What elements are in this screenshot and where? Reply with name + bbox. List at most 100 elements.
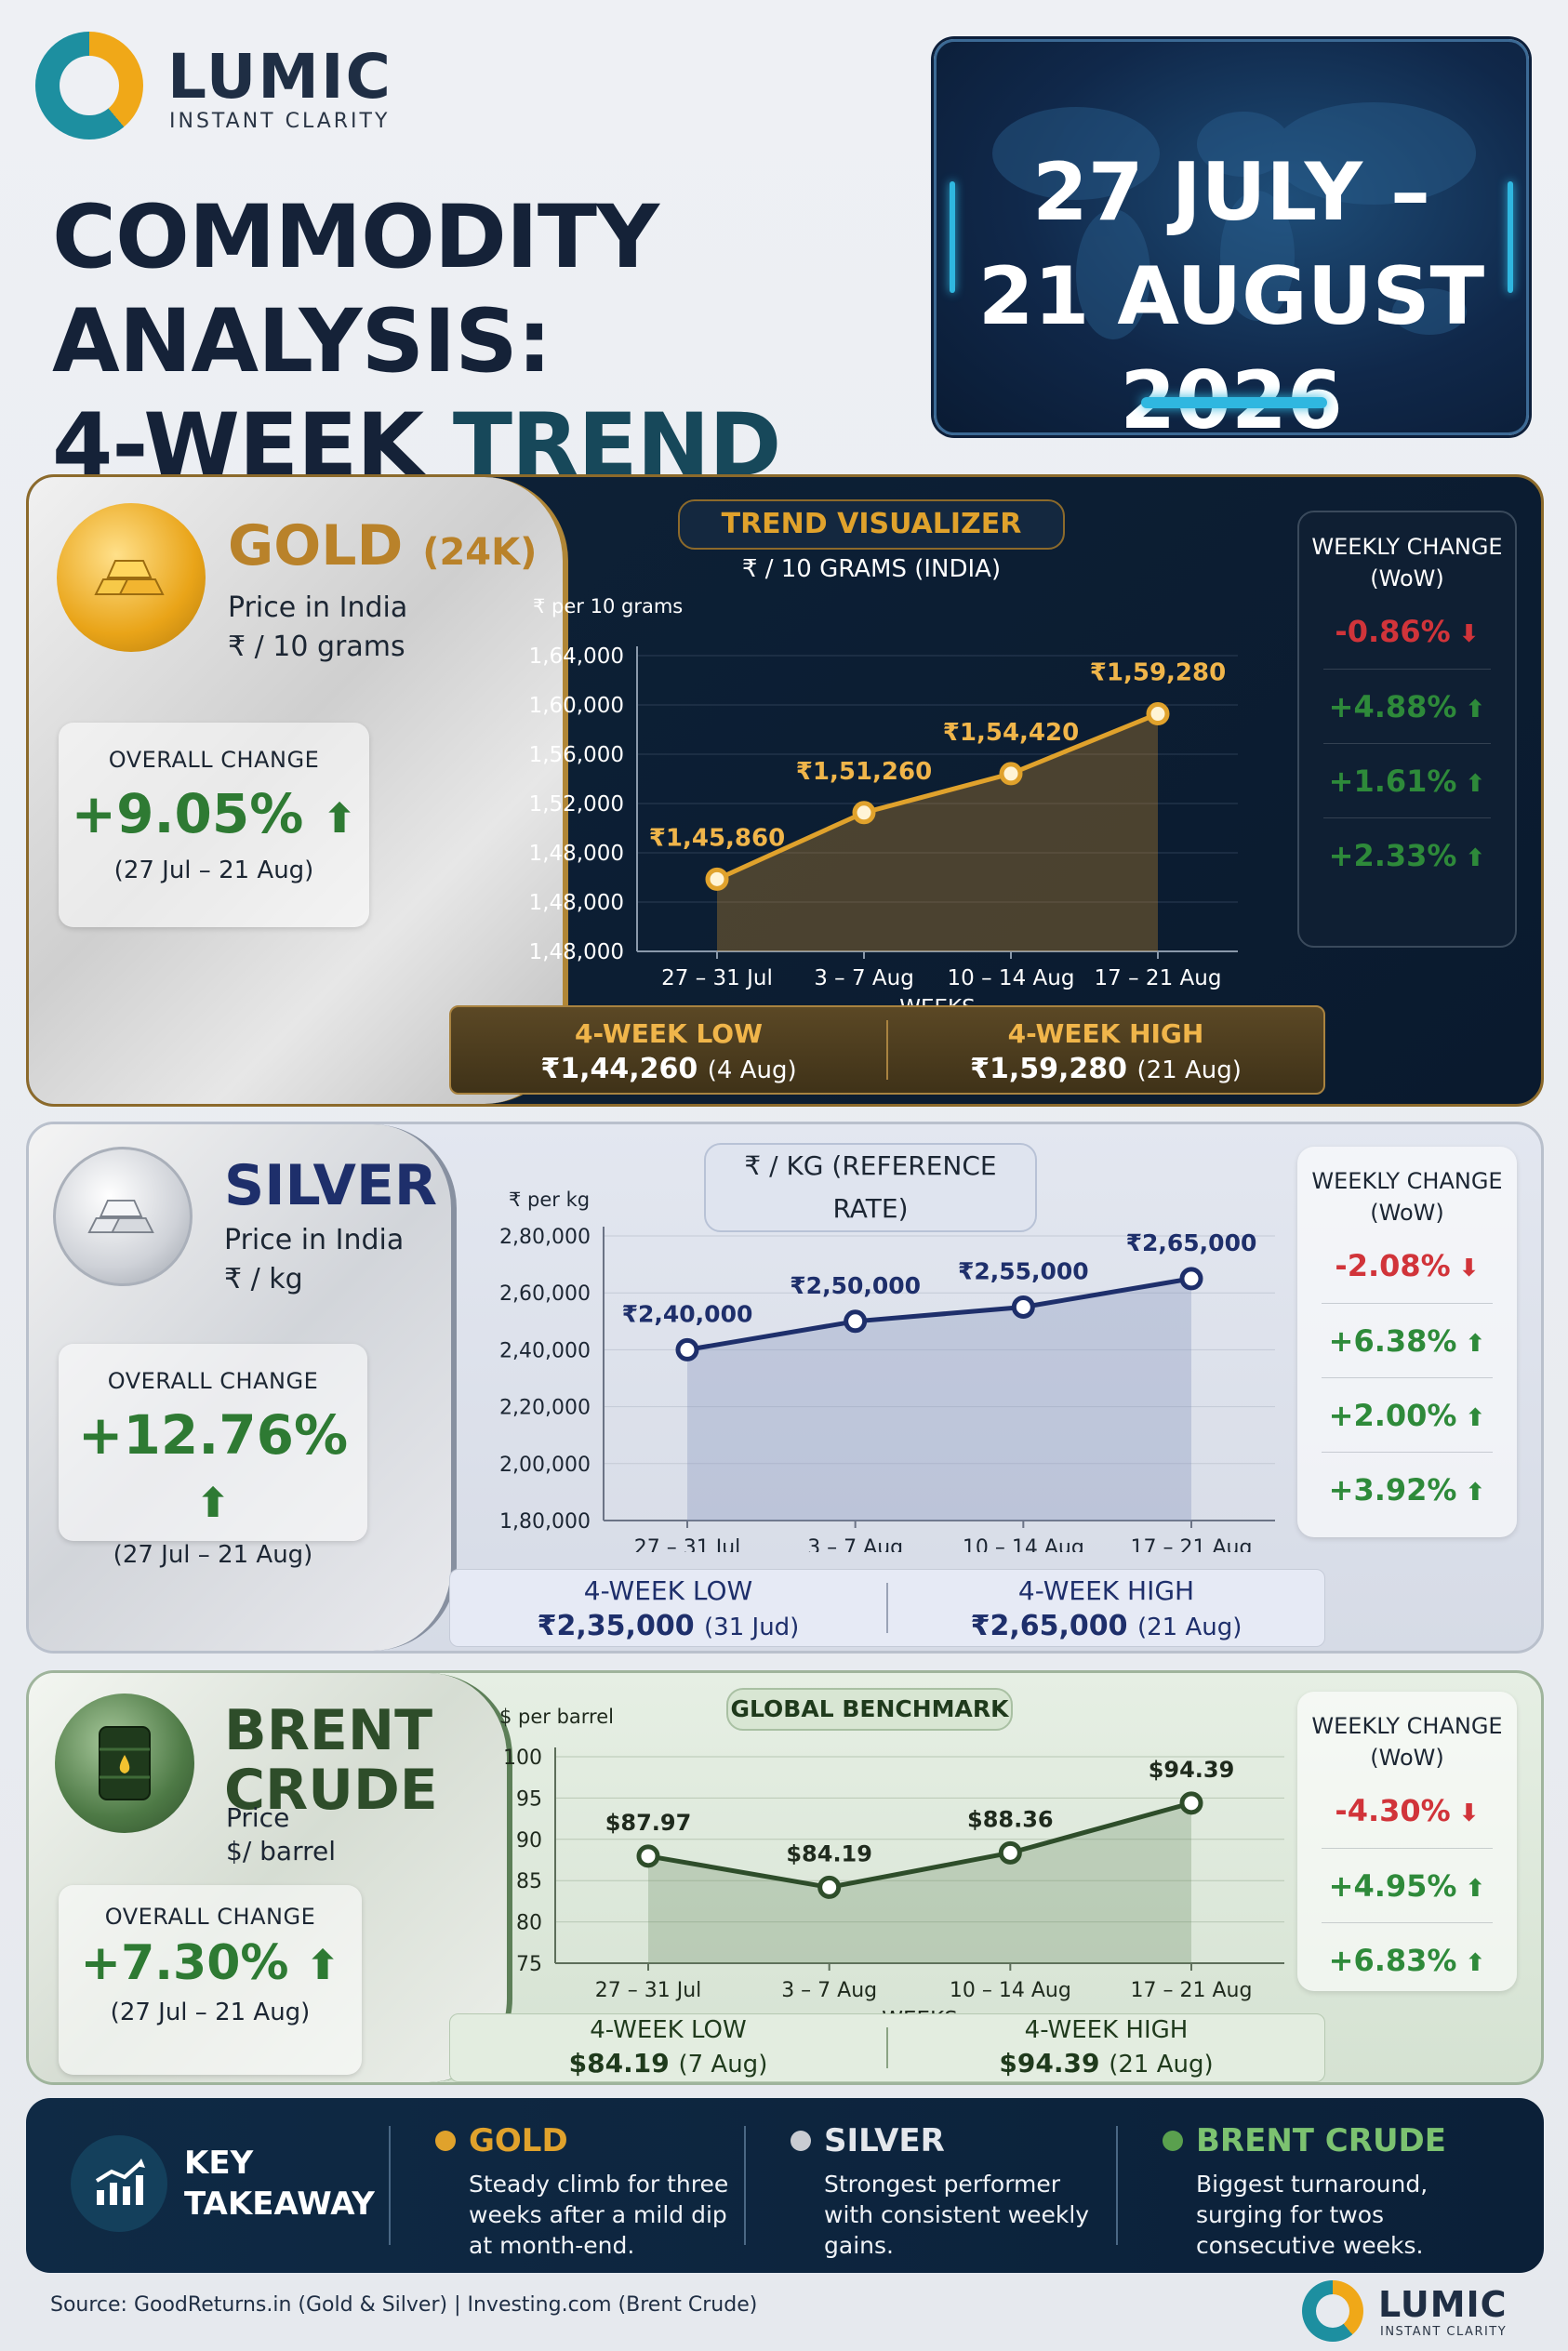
y-tick-label: 75 xyxy=(516,1953,542,1976)
x-tick-label: 17 – 21 Aug xyxy=(1095,966,1222,990)
up-arrow-icon: ⬆ xyxy=(322,795,357,843)
date-line-1: 27 JULY – xyxy=(1031,146,1431,239)
gold-line-chart: 1,64,000 1,60,000 1,56,000 1,52,000 1,48,000… xyxy=(529,595,1238,1007)
crude-lh-divider xyxy=(886,2027,888,2068)
silver-wow-rows: -2.08% ⬇ +6.38% ⬆ +2.00% ⬆ +3.92% ⬆ xyxy=(1297,1229,1517,1526)
takeaway-sep-2 xyxy=(744,2126,746,2245)
data-point xyxy=(705,867,729,891)
crude-wow-rows: -4.30% ⬇ +4.95% ⬆ +6.83% ⬆ xyxy=(1297,1773,1517,1997)
silver-overall-change: OVERALL CHANGE +12.76% ⬆ (27 Jul – 21 Au… xyxy=(59,1344,367,1569)
up-arrow-icon: ⬆ xyxy=(1456,696,1486,724)
takeaway-gold-line-1: Steady climb for three xyxy=(469,2171,729,2198)
gold-lh-divider xyxy=(886,1020,888,1080)
gold-low: 4-WEEK LOW ₹1,44,260 (4 Aug) xyxy=(451,1007,886,1093)
gold-sub-1: Price in India xyxy=(228,591,408,624)
crude-wow-value: -4.30% xyxy=(1335,1793,1451,1828)
x-tick-label: 10 – 14 Aug xyxy=(950,1979,1071,2002)
silver-wow-row: +3.92% ⬆ xyxy=(1322,1452,1493,1526)
silver-wow-header-2: (WoW) xyxy=(1370,1200,1444,1226)
logo-ring-icon xyxy=(35,32,143,139)
up-arrow-icon: ⬆ xyxy=(1456,844,1486,872)
up-arrow-icon: ⬆ xyxy=(1456,1875,1486,1903)
crude-low-high: 4-WEEK LOW $84.19 (7 Aug) 4-WEEK HIGH $9… xyxy=(449,2013,1325,2082)
logo-tagline: INSTANT CLARITY xyxy=(169,110,391,133)
glow-right xyxy=(1508,181,1513,293)
data-point xyxy=(1179,1267,1203,1291)
crude-wow-row: +6.83% ⬆ xyxy=(1322,1922,1493,1997)
takeaway-gold-head: GOLD xyxy=(435,2122,770,2159)
silver-high-value: ₹2,65,000 (21 Aug) xyxy=(888,1610,1324,1642)
gold-trend-pill: TREND VISUALIZER xyxy=(678,499,1065,550)
takeaway-silver: SILVER Strongest performer with consisten… xyxy=(791,2122,1125,2261)
date-line-2: 21 AUGUST 2026 xyxy=(977,250,1485,447)
crude-high-value-text: $94.39 xyxy=(999,2048,1100,2079)
gold-name-suffix: (24K) xyxy=(422,531,538,574)
silver-low-value: ₹2,35,000 (31 Jud) xyxy=(450,1610,886,1642)
takeaway-gold: GOLD Steady climb for three weeks after a… xyxy=(435,2122,770,2261)
x-axis-label: WEEKS xyxy=(882,2008,958,2017)
footer-source: Source: GoodReturns.in (Gold & Silver) |… xyxy=(50,2293,758,2317)
silver-wow-header-1: WEEKLY CHANGE xyxy=(1311,1168,1503,1194)
gold-weekly-change: WEEKLY CHANGE (WoW) -0.86% ⬇ +4.88% ⬆ +1.61… xyxy=(1297,511,1517,948)
key-takeaway-bar: KEY TAKEAWAY GOLD Steady climb for three… xyxy=(26,2098,1544,2273)
silver-sub-2: ₹ / kg xyxy=(224,1263,303,1295)
takeaway-crude: BRENT CRUDE Biggest turnaround, surging f… xyxy=(1163,2122,1497,2261)
glow-bar xyxy=(1141,397,1327,408)
x-tick-label: 27 – 31 Jul xyxy=(634,1536,741,1552)
oil-barrel-icon xyxy=(55,1694,194,1833)
gold-overall-value-text: +9.05% xyxy=(71,782,304,845)
crude-sub-2: $/ barrel xyxy=(226,1836,337,1866)
data-point xyxy=(998,1840,1022,1865)
gold-bars-icon xyxy=(57,503,206,652)
crude-weekly-change: WEEKLY CHANGE (WoW) -4.30% ⬇ +4.95% ⬆ +6.83… xyxy=(1297,1692,1517,1991)
silver-low-high: 4-WEEK LOW ₹2,35,000 (31 Jud) 4-WEEK HIG… xyxy=(449,1569,1325,1647)
data-label: $94.39 xyxy=(1149,1757,1235,1783)
crude-name-2: CRUDE xyxy=(224,1758,438,1823)
crude-overall-value-text: +7.30% xyxy=(80,1935,289,1991)
y-tick-label: 90 xyxy=(516,1829,542,1853)
up-arrow-icon: ⬆ xyxy=(305,1942,340,1989)
logo-name: LUMIC xyxy=(167,41,392,113)
crude-high-value: $94.39 (21 Aug) xyxy=(888,2048,1324,2079)
y-axis-label: ₹ per kg xyxy=(509,1189,590,1211)
data-label: ₹1,51,260 xyxy=(796,758,932,786)
x-tick-label: 27 – 31 Jul xyxy=(595,1979,702,2002)
y-tick-label: 1,64,000 xyxy=(529,644,624,669)
gold-wow-row: +4.88% ⬆ xyxy=(1323,669,1491,743)
crude-low-label: 4-WEEK LOW xyxy=(590,2016,747,2044)
y-tick-label: 1,52,000 xyxy=(529,792,624,817)
down-arrow-icon: ⬇ xyxy=(1450,620,1480,648)
gold-overall-value: +9.05% ⬆ xyxy=(59,782,369,845)
crude-overall-change: OVERALL CHANGE +7.30% ⬆ (27 Jul – 21 Aug… xyxy=(59,1885,362,2075)
date-range-panel: 27 JULY – 21 AUGUST 2026 xyxy=(934,39,1529,447)
gold-low-date: (4 Aug) xyxy=(707,1056,797,1084)
crude-name: BRENT CRUDE xyxy=(224,1701,438,1820)
data-point xyxy=(675,1337,699,1361)
gold-high-value-text: ₹1,59,280 xyxy=(970,1053,1128,1085)
data-point xyxy=(999,762,1023,786)
footer-logo-ring-icon xyxy=(1302,2280,1363,2342)
silver-sub-1: Price in India xyxy=(224,1224,405,1256)
data-label: ₹2,50,000 xyxy=(790,1272,921,1299)
takeaway-gold-line-3: at month-end. xyxy=(469,2232,635,2259)
x-tick-label: 3 – 7 Aug xyxy=(814,966,914,990)
silver-wow-header: WEEKLY CHANGE (WoW) xyxy=(1297,1165,1517,1229)
crude-high: 4-WEEK HIGH $94.39 (21 Aug) xyxy=(888,2014,1324,2081)
crude-overall-label: OVERALL CHANGE xyxy=(104,1904,316,1930)
gold-low-high: 4-WEEK LOW ₹1,44,260 (4 Aug) 4-WEEK HIGH… xyxy=(449,1005,1325,1095)
takeaway-sep-3 xyxy=(1116,2126,1118,2245)
data-label: $84.19 xyxy=(786,1840,872,1866)
series-area xyxy=(648,1802,1191,1963)
series-line xyxy=(715,711,1159,882)
takeaway-silver-line-3: gains. xyxy=(824,2232,894,2259)
crude-overall-value: +7.30% ⬆ xyxy=(59,1935,362,1991)
takeaway-sep-1 xyxy=(389,2126,391,2245)
page-title: COMMODITY ANALYSIS: 4-WEEK TREND xyxy=(52,186,926,498)
silver-overall-label: OVERALL CHANGE xyxy=(107,1368,319,1394)
gold-high: 4-WEEK HIGH ₹1,59,280 (21 Aug) xyxy=(888,1007,1323,1093)
data-point xyxy=(852,801,876,825)
takeaway-silver-line-1: Strongest performer xyxy=(824,2171,1061,2198)
takeaway-gold-name: GOLD xyxy=(469,2122,568,2159)
takeaway-crude-line-2: surging for twos xyxy=(1196,2201,1385,2228)
takeaway-silver-body: Strongest performer with consistent weekl… xyxy=(824,2169,1125,2261)
